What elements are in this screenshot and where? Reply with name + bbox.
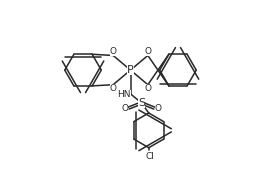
- Text: O: O: [144, 47, 151, 56]
- Text: HN: HN: [117, 90, 131, 99]
- Text: O: O: [121, 104, 128, 113]
- Text: S: S: [138, 98, 145, 108]
- Text: O: O: [110, 84, 117, 93]
- Text: O: O: [155, 104, 162, 113]
- Text: O: O: [144, 84, 151, 93]
- Text: O: O: [110, 47, 117, 56]
- Text: Cl: Cl: [145, 152, 154, 161]
- Text: P: P: [127, 65, 134, 75]
